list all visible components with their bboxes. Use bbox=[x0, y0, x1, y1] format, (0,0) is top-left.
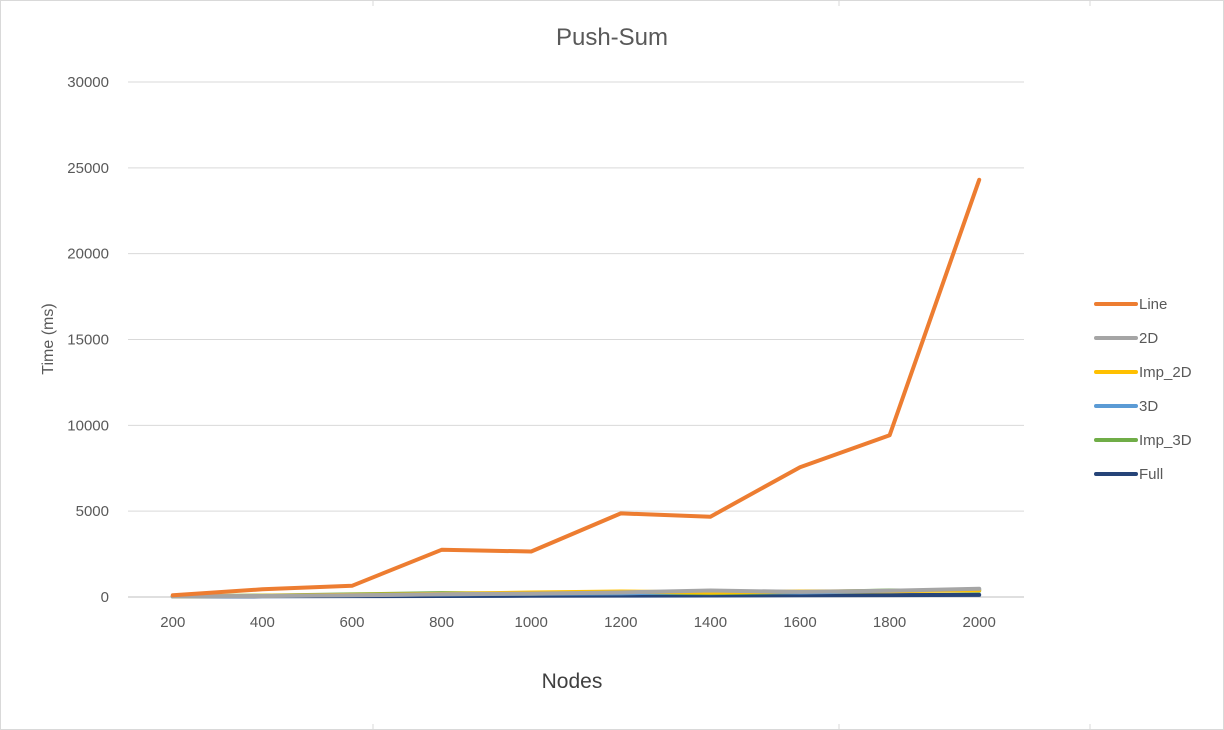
y-tick-label: 15000 bbox=[67, 332, 109, 349]
legend: Line 2D Imp_2D 3D Imp_3D Full bbox=[1094, 296, 1192, 483]
series-lines bbox=[170, 177, 982, 599]
gridlines bbox=[128, 81, 1024, 512]
x-tick-label: 800 bbox=[429, 614, 454, 631]
y-axis-title: Time (ms) bbox=[40, 303, 57, 374]
series-line-2d bbox=[170, 586, 982, 599]
x-tick-label: 1200 bbox=[604, 614, 637, 631]
y-tick-label: 25000 bbox=[67, 160, 109, 177]
y-tick-label: 30000 bbox=[67, 74, 109, 91]
legend-label-imp-3d: Imp_3D bbox=[1139, 432, 1192, 449]
x-tick-label: 1600 bbox=[783, 614, 816, 631]
y-tick-label: 0 bbox=[101, 589, 109, 606]
y-tick-label: 20000 bbox=[67, 246, 109, 263]
legend-label-3d: 3D bbox=[1139, 398, 1158, 415]
x-tick-label: 600 bbox=[339, 614, 364, 631]
y-axis-ticks: 0 5000 10000 15000 20000 25000 30000 bbox=[67, 74, 109, 606]
x-tick-label: 200 bbox=[160, 614, 185, 631]
x-tick-label: 1400 bbox=[694, 614, 727, 631]
chart-title: Push-Sum bbox=[556, 24, 668, 51]
frame-ticks bbox=[372, 1, 1091, 729]
legend-label-line: Line bbox=[1139, 296, 1167, 313]
x-axis-ticks: 200 400 600 800 1000 1200 1400 1600 1800 2000 bbox=[160, 614, 996, 631]
series-line-line bbox=[170, 177, 982, 598]
x-tick-label: 1000 bbox=[515, 614, 548, 631]
x-tick-label: 2000 bbox=[963, 614, 996, 631]
y-tick-label: 10000 bbox=[67, 417, 109, 434]
y-tick-label: 5000 bbox=[76, 503, 109, 520]
x-tick-label: 1800 bbox=[873, 614, 906, 631]
legend-label-imp-2d: Imp_2D bbox=[1139, 364, 1192, 381]
legend-label-2d: 2D bbox=[1139, 330, 1158, 347]
legend-label-full: Full bbox=[1139, 466, 1163, 483]
x-tick-label: 400 bbox=[250, 614, 275, 631]
x-axis-title: Nodes bbox=[542, 670, 603, 693]
